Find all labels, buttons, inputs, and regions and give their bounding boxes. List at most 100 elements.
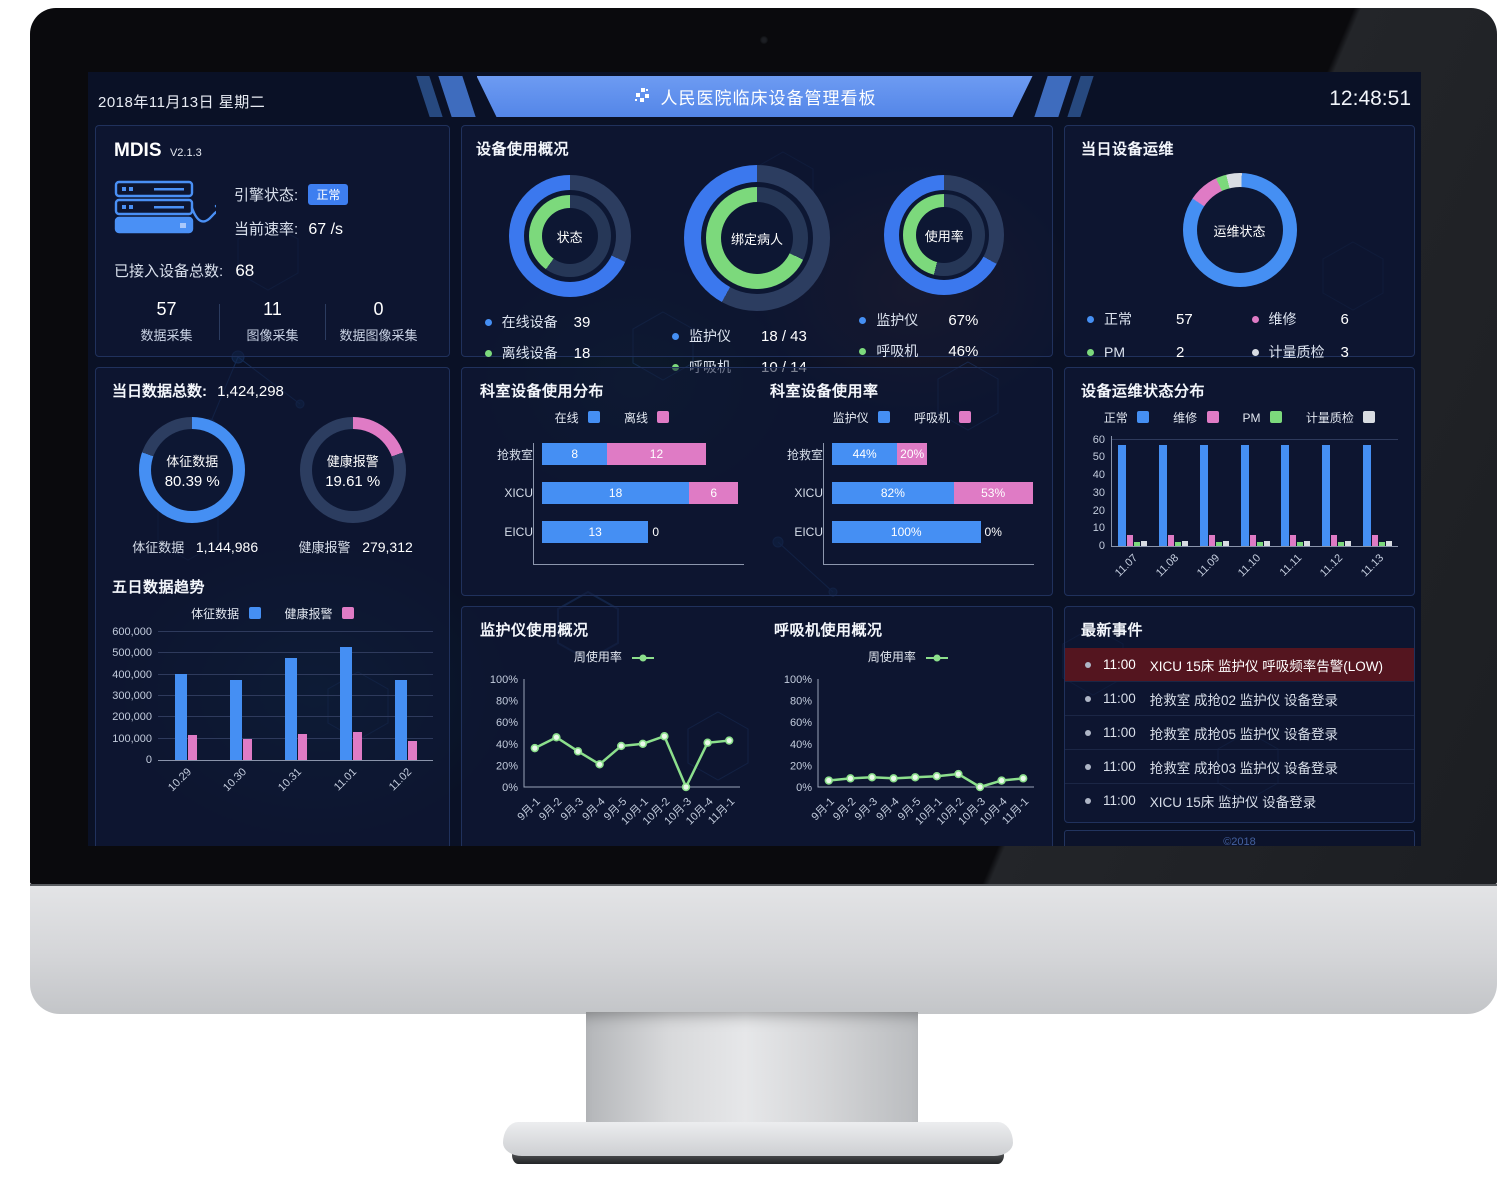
bar	[339, 646, 352, 760]
dashboard-grid: MDIS V2.1.3	[95, 125, 1415, 846]
bar	[407, 741, 417, 760]
legend-item[interactable]: PM	[1243, 410, 1282, 425]
monitor-stand-neck	[586, 1012, 918, 1130]
legend: 监护仪 呼吸机	[770, 409, 1034, 426]
bar	[1331, 535, 1338, 546]
donut-ring	[916, 207, 973, 263]
monitor-usage-line-chart: 0%20%40%60%80%100%9月-19月-29月-39月-49月-510…	[490, 674, 740, 827]
legend-line-marker	[926, 654, 949, 662]
legend-item[interactable]: 在线	[555, 409, 600, 426]
line-series	[828, 772, 1024, 789]
bar	[1322, 444, 1331, 546]
legend-item[interactable]: 正常	[1104, 409, 1150, 426]
legend-swatch	[657, 411, 670, 423]
bar	[1158, 444, 1167, 546]
device-total-label: 已接入设备总数:	[114, 263, 224, 280]
bar	[1372, 535, 1379, 546]
bar	[1249, 535, 1256, 546]
donut-center-label: 运维状态	[1213, 223, 1266, 239]
donut-center-label: 健康报警 19.61 %	[325, 453, 381, 490]
stat-data-collect: 57 数据采集	[140, 299, 193, 343]
monitor-camera-icon	[760, 36, 768, 44]
legend-item[interactable]: 维修	[1173, 409, 1219, 426]
dashboard-header: 2018年11月13日 星期二 人民医院临床设备管理看板 12:48:51	[88, 72, 1421, 122]
copyright-bar: ©2018	[1064, 830, 1415, 846]
legend-item[interactable]: 健康报警	[285, 605, 354, 622]
legend: 正常 维修 PM 计量质检	[1081, 409, 1398, 426]
legend-item[interactable]: 呼吸机 46%	[859, 341, 1029, 361]
legend: 在线设备 39 离线设备 18	[484, 312, 655, 363]
banner-stripe	[415, 76, 443, 117]
donut-ring	[720, 202, 793, 274]
donut-rate-col: 使用率 监护仪 67% 呼吸机 46%	[851, 165, 1038, 377]
bar	[1126, 535, 1133, 546]
legend-item[interactable]: PM 2	[1087, 342, 1228, 362]
bar-segment: 18	[542, 482, 690, 504]
data-point	[867, 773, 877, 782]
ops-distribution-chart: 0 10 20 30 40 50 60 11.07 11.08 11.09 11.10 11.11 11…	[1081, 434, 1398, 585]
legend-item[interactable]: 监护仪 18 / 43	[671, 326, 842, 346]
legend-item[interactable]: 呼吸机	[914, 409, 972, 426]
legend-item[interactable]: 监护仪	[833, 409, 890, 426]
legend-item[interactable]: 正常 57	[1087, 309, 1228, 329]
bar-segment: 12	[607, 443, 706, 465]
bar	[1199, 444, 1208, 546]
trend-title: 五日数据趋势	[112, 579, 206, 596]
legend-item[interactable]: 在线设备 39	[484, 312, 655, 332]
bar-group	[323, 632, 378, 760]
legend-dot	[1087, 348, 1094, 356]
bar	[1256, 542, 1263, 546]
donut-ring	[1196, 187, 1283, 273]
donut-patient-col: 绑定病人 监护仪 18 / 43 呼吸机 10 / 14	[663, 165, 850, 377]
stat-image-collect: 11 图像采集	[246, 299, 299, 343]
donut-center-label: 绑定病人	[730, 231, 783, 247]
line-series	[534, 734, 730, 789]
bar-group	[213, 632, 268, 760]
panel-usage-trends: 监护仪使用概况 周使用率 0% 20% 40% 60% 80% 100% 9月-1 9月-2 9…	[461, 606, 1053, 846]
data-point	[638, 739, 648, 749]
chart-title: 科室设备使用率	[770, 383, 879, 400]
event-row: 11:00 抢救室 成抢02 监护仪 设备登录	[1065, 682, 1414, 716]
bar-row: 抢救室 8 12	[497, 443, 744, 465]
bar-group	[1275, 436, 1316, 546]
bar	[242, 738, 252, 760]
legend-item[interactable]: 计量质检 3	[1251, 342, 1393, 362]
bar-group	[268, 632, 323, 760]
legend-swatch	[1137, 411, 1150, 423]
bar	[1297, 542, 1304, 546]
chart-title: 监护仪使用概况	[480, 622, 589, 639]
legend-item[interactable]: 离线	[624, 409, 670, 426]
mdis-name: MDIS	[114, 140, 162, 161]
legend-item[interactable]: 监护仪 67%	[859, 310, 1029, 330]
panel-latest-events: 最新事件 11:00 XICU 15床 监护仪 呼吸频率告警(LOW) 11:0…	[1064, 606, 1415, 823]
vent-usage-line-chart: 0%20%40%60%80%100%9月-19月-29月-39月-49月-510…	[784, 674, 1034, 827]
rate-row: 当前速率: 67 /s	[234, 218, 348, 239]
bar	[1290, 535, 1297, 546]
bar-segment: 44%	[832, 443, 898, 465]
legend-item[interactable]: 体征数据	[191, 605, 261, 622]
legend: 体征数据 健康报警	[112, 605, 433, 622]
legend-item[interactable]: 离线设备 18	[484, 343, 655, 363]
bar-segment: 13	[542, 521, 649, 543]
donut-ring	[311, 429, 394, 511]
engine-status-badge: 正常	[308, 183, 349, 205]
legend-item[interactable]: 周使用率	[868, 648, 949, 665]
legend: 周使用率	[774, 648, 1042, 665]
legend-item[interactable]: 维修 6	[1251, 309, 1393, 329]
legend-swatch	[248, 607, 261, 619]
bar	[1263, 540, 1270, 546]
dept-dist-section: 科室设备使用分布 在线 离线 抢救室 8 12 XICU 18 6 EICU 13 0	[480, 380, 744, 583]
bar	[284, 657, 297, 760]
status-donut-chart: 状态	[508, 175, 631, 297]
vitals-total: 体征数据 1,144,986	[132, 539, 259, 555]
legend-item[interactable]: 周使用率	[574, 648, 655, 665]
bar	[1174, 542, 1181, 546]
svg-text:9月-1: 9月-1	[515, 796, 543, 824]
bar	[1281, 444, 1290, 546]
bar-group	[1316, 436, 1357, 546]
panel-title: 设备使用概况	[476, 141, 570, 158]
bar-row: EICU 100% 0%	[794, 521, 1034, 543]
bullet-icon	[1085, 797, 1091, 804]
legend-item[interactable]: 计量质检	[1306, 409, 1376, 426]
ops-status-donut-chart: 运维状态	[1182, 173, 1297, 287]
